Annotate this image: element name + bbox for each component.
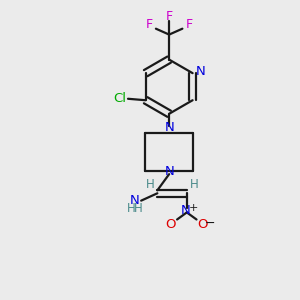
Text: N: N xyxy=(164,165,174,178)
Text: H: H xyxy=(127,202,136,215)
Text: +: + xyxy=(189,203,198,213)
Text: F: F xyxy=(146,18,153,31)
Text: N: N xyxy=(164,121,174,134)
Text: H: H xyxy=(190,178,199,191)
Text: F: F xyxy=(185,18,192,31)
Text: −: − xyxy=(205,218,216,230)
Text: N: N xyxy=(196,65,206,79)
Text: O: O xyxy=(198,218,208,231)
Text: H: H xyxy=(146,178,154,191)
Text: Cl: Cl xyxy=(114,92,127,105)
Text: N: N xyxy=(130,194,140,207)
Text: O: O xyxy=(165,218,176,231)
Text: F: F xyxy=(166,10,173,22)
Text: N: N xyxy=(181,204,191,217)
Text: H: H xyxy=(134,202,142,215)
